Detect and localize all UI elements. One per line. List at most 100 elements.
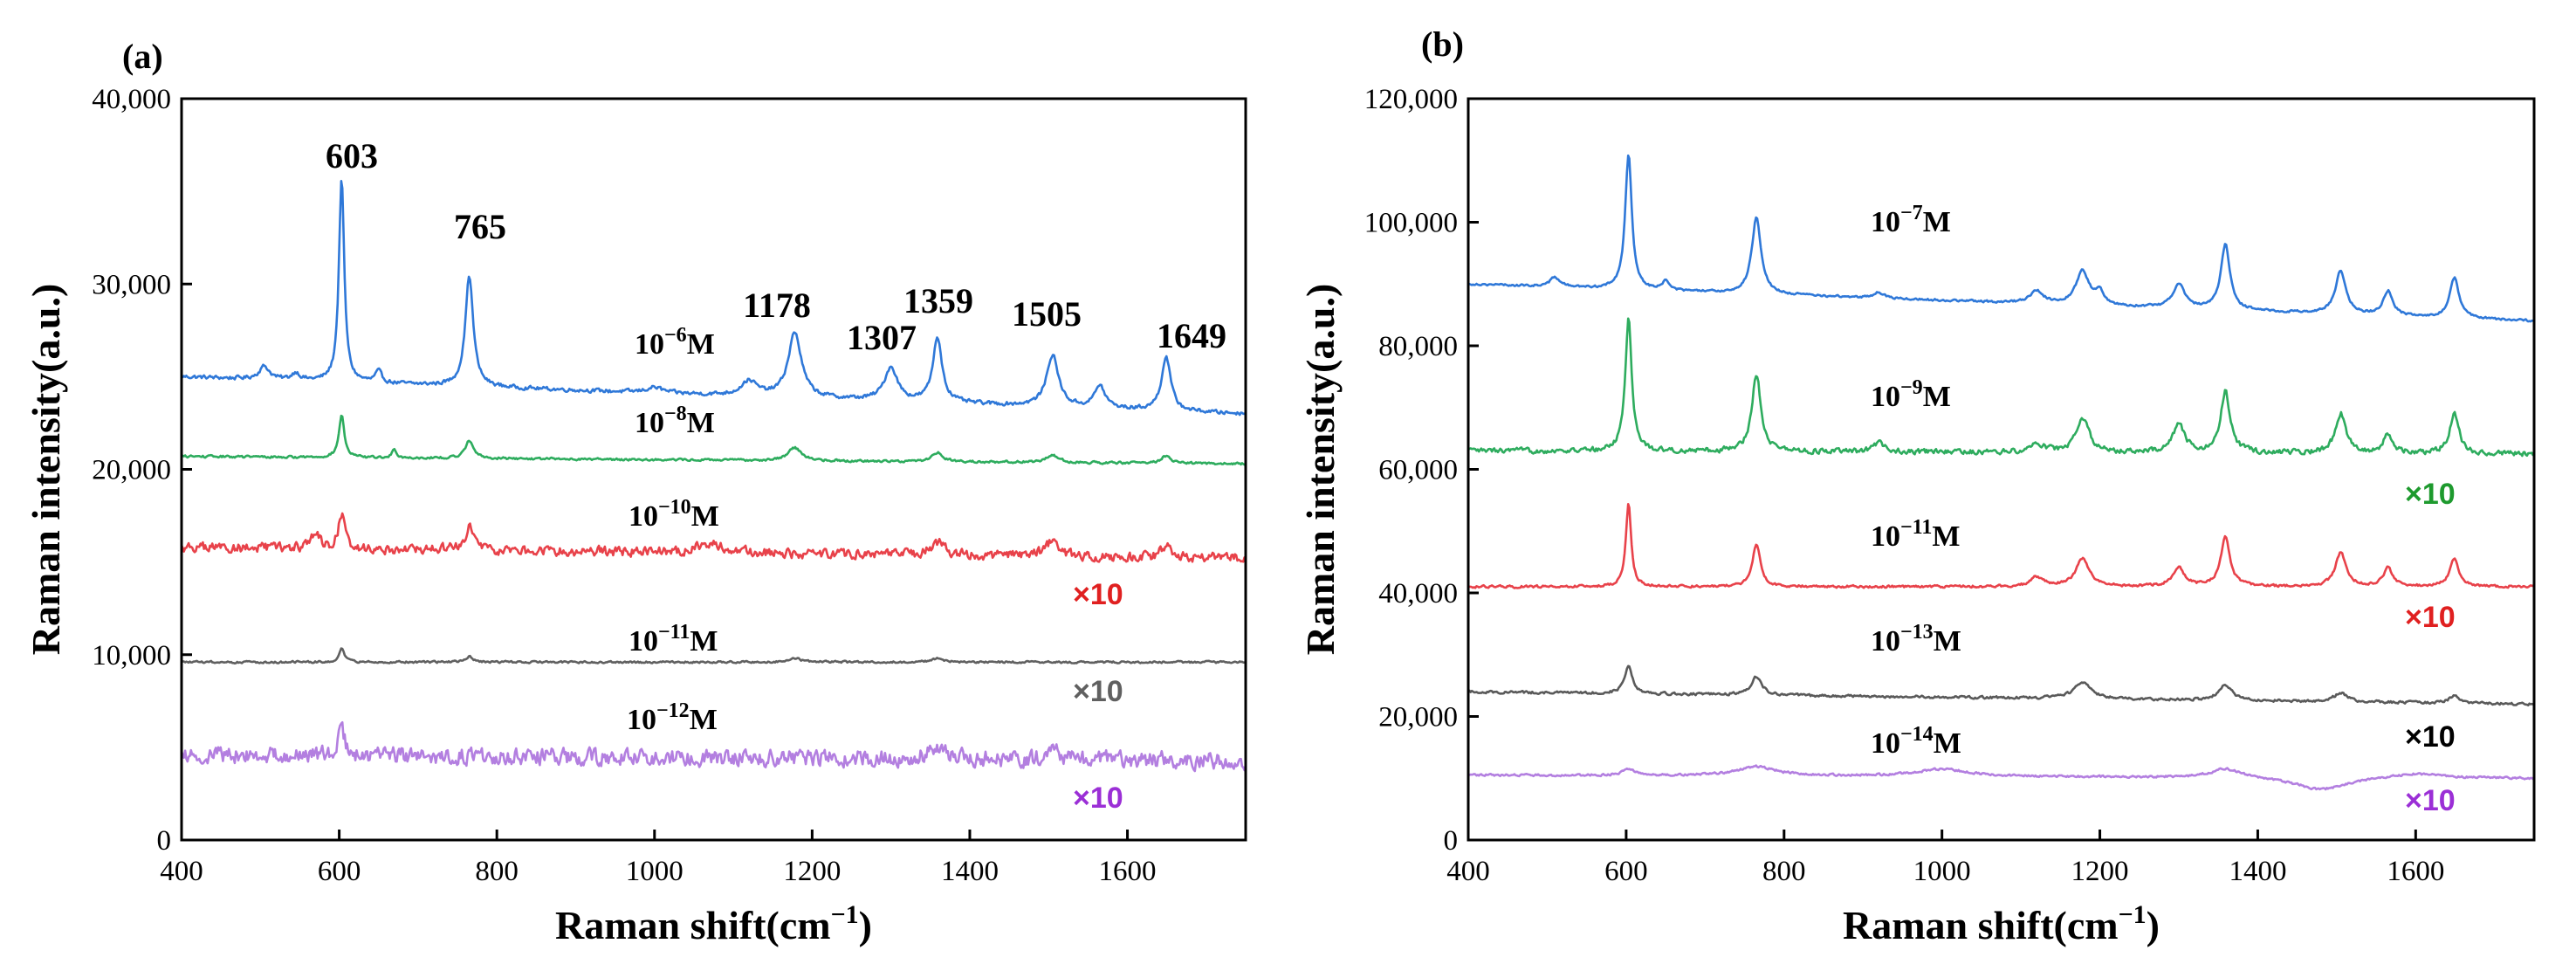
series-label-unit: M <box>1934 727 1961 760</box>
peak-label: 1359 <box>903 281 973 320</box>
multiplier-label: ×10 <box>1073 675 1123 708</box>
x-axis-title-sup: −1 <box>2119 900 2147 929</box>
x-axis-title-end: ) <box>2147 903 2160 947</box>
x-axis-title-main: Raman shift(cm <box>1843 903 2119 947</box>
x-axis-title-main: Raman shift(cm <box>555 903 831 947</box>
series-label-unit: M <box>1932 520 1960 553</box>
series-label: 10−7M <box>1871 202 1951 238</box>
panel-label: (a) <box>122 37 163 76</box>
series-line <box>1467 764 2534 791</box>
multiplier-label: ×10 <box>2405 720 2456 754</box>
series-line <box>180 512 1247 563</box>
series-label: 10−11M <box>629 621 718 658</box>
multiplier-label: ×10 <box>2405 478 2456 511</box>
x-tick-label: 400 <box>160 856 203 887</box>
x-tick-label: 800 <box>1762 856 1806 887</box>
series-label-base: 10 <box>1871 381 1900 413</box>
series-line <box>181 647 1246 665</box>
x-tick-label: 1000 <box>1913 856 1971 887</box>
series-line <box>181 180 1247 417</box>
series-label-base: 10 <box>629 625 658 658</box>
x-tick-label: 1200 <box>2071 856 2129 887</box>
y-tick-label: 0 <box>157 825 172 857</box>
y-tick-label: 80,000 <box>1378 331 1458 362</box>
series-label-base: 10 <box>1871 520 1900 553</box>
series-label-unit: M <box>690 625 718 658</box>
peak-label: 1307 <box>847 318 917 357</box>
peak-label: 765 <box>454 207 506 246</box>
series-label-exponent: −7 <box>1900 202 1923 224</box>
series-label: 10−10M <box>629 496 719 533</box>
series-label: 10−13M <box>1871 621 1961 658</box>
x-axis-title: Raman shift(cm−1) <box>1843 900 2160 947</box>
series-label-unit: M <box>687 328 715 361</box>
x-axis-title-sup: −1 <box>831 900 859 929</box>
series-label-unit: M <box>690 704 718 736</box>
series-label: 10−11M <box>1871 516 1960 553</box>
series-label-exponent: −13 <box>1900 621 1934 644</box>
x-tick-label: 1400 <box>941 856 999 887</box>
series-label-exponent: −9 <box>1900 376 1923 399</box>
y-tick-label: 30,000 <box>92 269 171 300</box>
series-label: 10−9M <box>1871 376 1951 413</box>
series-label-exponent: −12 <box>656 699 690 722</box>
series-line <box>181 414 1247 466</box>
series-label-exponent: −8 <box>664 403 687 425</box>
series-label-base: 10 <box>1871 727 1900 760</box>
y-axis-title: Raman intensity(a.u.) <box>1298 284 1343 656</box>
x-tick-label: 800 <box>475 856 519 887</box>
series-label-exponent: −6 <box>664 324 687 347</box>
x-tick-label: 1400 <box>2229 856 2286 887</box>
y-tick-label: 60,000 <box>1378 455 1458 486</box>
peak-label: 1178 <box>743 286 811 325</box>
x-tick-label: 1000 <box>626 856 683 887</box>
series-label-exponent: −10 <box>658 496 691 519</box>
series-label-base: 10 <box>635 407 664 439</box>
y-axis-title: Raman intensity(a.u.) <box>24 284 68 656</box>
x-tick-label: 1600 <box>1099 856 1157 887</box>
multiplier-label: ×10 <box>2405 601 2456 634</box>
peak-label: 1649 <box>1157 316 1226 355</box>
series-label-base: 10 <box>1871 625 1900 658</box>
y-tick-label: 20,000 <box>1378 702 1458 733</box>
x-tick-label: 600 <box>1604 856 1648 887</box>
series-label-base: 10 <box>627 704 656 736</box>
panel-label: (b) <box>1421 24 1464 64</box>
series-label-base: 10 <box>635 328 664 361</box>
series-line <box>1467 503 2536 589</box>
series-line <box>1467 317 2536 458</box>
series-label: 10−14M <box>1871 723 1961 760</box>
x-tick-label: 400 <box>1446 856 1490 887</box>
series-label-unit: M <box>1923 206 1951 238</box>
x-tick-label: 1200 <box>783 856 841 887</box>
x-tick-label: 1600 <box>2387 856 2444 887</box>
series-label: 10−6M <box>635 324 715 361</box>
y-tick-label: 10,000 <box>92 640 171 671</box>
y-tick-label: 20,000 <box>92 455 171 486</box>
series-line <box>1467 665 2535 706</box>
x-axis-title: Raman shift(cm−1) <box>555 900 872 947</box>
x-axis-title-end: ) <box>859 903 872 947</box>
y-tick-label: 100,000 <box>1364 208 1458 239</box>
series-label-exponent: −11 <box>1900 516 1932 539</box>
peak-label: 603 <box>326 136 378 176</box>
plot-frame <box>1467 97 2536 842</box>
y-tick-label: 120,000 <box>1364 84 1458 115</box>
series-label-unit: M <box>687 407 715 439</box>
series-line <box>180 720 1247 773</box>
series-line <box>1467 154 2535 323</box>
x-tick-label: 600 <box>318 856 361 887</box>
multiplier-label: ×10 <box>2405 784 2456 817</box>
multiplier-label: ×10 <box>1073 782 1123 815</box>
chart-panel-b: 10−7M10−9M×1010−11M×1010−13M×1010−14M×10… <box>1298 24 2536 947</box>
multiplier-label: ×10 <box>1073 578 1123 611</box>
y-tick-label: 40,000 <box>1378 578 1458 609</box>
series-label-unit: M <box>691 500 719 533</box>
y-tick-label: 0 <box>1444 825 1459 857</box>
series-label-unit: M <box>1923 381 1951 413</box>
series-label-base: 10 <box>629 500 658 533</box>
y-tick-label: 40,000 <box>92 84 171 115</box>
series-label-unit: M <box>1934 625 1961 658</box>
series-label-exponent: −14 <box>1900 723 1934 746</box>
series-label-exponent: −11 <box>658 621 690 644</box>
